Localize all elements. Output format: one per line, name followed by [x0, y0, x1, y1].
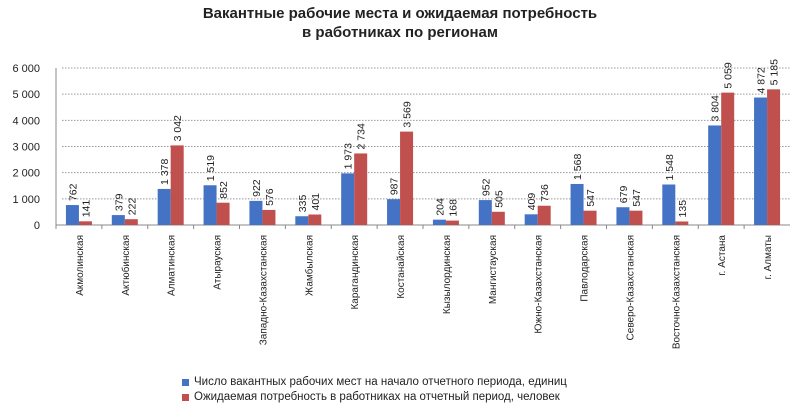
data-label: 335 — [297, 195, 309, 213]
data-label: 987 — [389, 177, 401, 195]
bar-vacancies — [157, 188, 171, 225]
data-label: 736 — [539, 184, 551, 202]
chart-subtitle: в работниках по регионам — [302, 24, 498, 41]
bar-demand — [124, 219, 138, 225]
bar-vacancies — [249, 200, 263, 225]
bar-vacancies — [65, 205, 79, 225]
x-tick-label: Костанайская — [396, 235, 407, 299]
data-label: 576 — [264, 188, 276, 206]
x-tick-label: Жамбылская — [303, 235, 315, 296]
bar-vacancies — [662, 184, 676, 225]
data-label: 3 042 — [172, 115, 184, 141]
data-label: 1 548 — [664, 154, 676, 180]
legend-item-demand: Ожидаемая потребность в работниках на от… — [182, 391, 560, 403]
data-label: 762 — [67, 183, 79, 201]
x-tick-label: Павлодарская — [580, 235, 591, 302]
bar-demand — [537, 205, 551, 225]
y-tick-label: 4 000 — [12, 115, 40, 127]
x-tick-label: Кызылординская — [442, 235, 453, 314]
data-label: 1 568 — [572, 154, 584, 180]
x-tick-label: г. Астана — [717, 235, 728, 276]
data-label: 547 — [631, 189, 643, 207]
bar-demand — [216, 202, 230, 225]
bar-demand — [400, 131, 414, 225]
data-label: 922 — [251, 179, 263, 197]
bar-demand — [262, 209, 276, 225]
data-label: 679 — [618, 186, 630, 204]
bar-demand — [675, 221, 689, 225]
data-label: 505 — [493, 190, 505, 208]
bar-demand — [78, 221, 92, 225]
data-label: 952 — [480, 178, 492, 196]
y-tick-label: 0 — [34, 220, 40, 232]
bar-vacancies — [478, 200, 492, 225]
bar-demand — [583, 210, 597, 225]
x-tick-label: Акмолинская — [75, 235, 86, 296]
data-label: 5 185 — [769, 59, 781, 85]
bar-vacancies — [432, 219, 446, 225]
bar-vacancies — [754, 97, 768, 225]
y-tick-label: 3 000 — [12, 142, 40, 154]
x-tick-label: Восточно-Казахстанская — [671, 235, 682, 349]
data-label: 401 — [310, 193, 322, 211]
legend-swatch-blue — [182, 378, 189, 386]
data-label: 5 059 — [723, 62, 735, 88]
x-tick-label: Мангистауская — [488, 235, 499, 304]
bar-demand — [767, 89, 781, 225]
legend-label-vacancies: Число вакантных рабочих мест на начало о… — [194, 376, 567, 388]
bar-demand — [721, 92, 735, 225]
x-tick-label: Атырауская — [213, 235, 224, 290]
chart-title-line1: Вакантные рабочие места и ожидаемая потр… — [202, 5, 598, 22]
bar-demand — [170, 145, 184, 225]
legend-label-demand: Ожидаемая потребность в работниках на от… — [194, 391, 560, 403]
data-label: 3 804 — [710, 95, 722, 121]
data-label: 1 519 — [205, 155, 217, 181]
bar-vacancies — [295, 216, 309, 225]
data-label: 547 — [585, 189, 597, 207]
x-tick-label: Алматинская — [167, 235, 178, 296]
bar-vacancies — [387, 199, 401, 225]
bar-demand — [308, 214, 322, 225]
bar-vacancies — [616, 207, 630, 225]
data-label: 1 378 — [159, 159, 171, 185]
y-tick-label: 2 000 — [12, 168, 40, 180]
data-label: 168 — [447, 199, 459, 217]
x-tick-label: Карагандинская — [350, 235, 361, 310]
x-tick-label: г. Алматы — [763, 235, 774, 279]
bar-demand — [629, 210, 643, 225]
bar-vacancies — [524, 214, 538, 225]
bar-vacancies — [708, 125, 722, 225]
data-label: 379 — [113, 193, 125, 211]
x-tick-label: Актюбинская — [120, 235, 132, 296]
y-tick-label: 6 000 — [12, 63, 40, 75]
x-tick-label: Южно-Казахстанская — [534, 235, 545, 334]
legend-swatch-red — [182, 393, 189, 401]
chart-title: Вакантные рабочие места и ожидаемая потр… — [0, 4, 800, 42]
data-label: 204 — [434, 198, 446, 216]
data-label: 3 569 — [402, 101, 414, 127]
data-label: 1 973 — [343, 143, 355, 169]
bar-vacancies — [111, 215, 125, 225]
data-label: 222 — [126, 198, 138, 216]
data-label: 135 — [677, 200, 689, 218]
data-label: 4 872 — [756, 67, 768, 93]
x-tick-label: Западно-Казахстанская — [258, 235, 269, 345]
bar-vacancies — [341, 173, 355, 225]
y-tick-label: 1 000 — [12, 194, 40, 206]
bar-vacancies — [570, 183, 584, 225]
bar-vacancies — [203, 185, 217, 225]
bar-demand — [445, 220, 459, 225]
data-label: 852 — [218, 181, 230, 199]
data-label: 2 734 — [356, 123, 368, 149]
bar-demand — [491, 211, 505, 225]
bar-demand — [354, 153, 368, 225]
data-label: 409 — [526, 193, 538, 211]
x-tick-label: Северо-Казахстанская — [625, 235, 636, 340]
data-label: 141 — [80, 200, 92, 218]
y-tick-label: 5 000 — [12, 89, 40, 101]
legend-item-vacancies: Число вакантных рабочих мест на начало о… — [182, 376, 567, 388]
